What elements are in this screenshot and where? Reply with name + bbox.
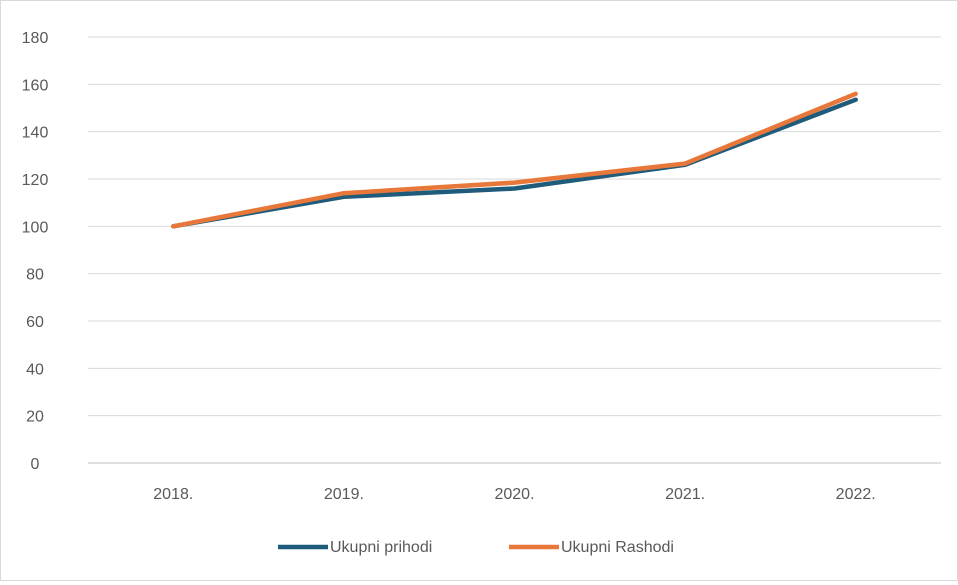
y-tick-label: 100 xyxy=(22,219,49,236)
y-tick-label: 180 xyxy=(22,30,49,47)
legend-label: Ukupni Rashodi xyxy=(561,539,674,556)
series-line-2 xyxy=(171,91,858,229)
y-tick-label: 140 xyxy=(22,125,49,142)
x-tick-label: 2020. xyxy=(494,486,534,503)
x-tick-label: 2018. xyxy=(153,486,193,503)
y-tick-label: 120 xyxy=(22,172,49,189)
series-lines xyxy=(171,91,858,229)
y-axis-tick-labels: 0 20 40 60 80 100 120 140 160 180 xyxy=(22,30,49,473)
y-tick-label: 20 xyxy=(26,409,44,426)
x-tick-label: 2021. xyxy=(665,486,705,503)
y-tick-label: 80 xyxy=(26,267,44,284)
legend: Ukupni prihodi Ukupni Rashodi xyxy=(278,539,674,556)
y-tick-label: 40 xyxy=(26,361,44,378)
y-tick-label: 0 xyxy=(31,456,40,473)
x-tick-label: 2022. xyxy=(836,486,876,503)
x-tick-label: 2019. xyxy=(324,486,364,503)
y-tick-label: 60 xyxy=(26,314,44,331)
gridlines xyxy=(88,36,941,464)
y-tick-label: 160 xyxy=(22,77,49,94)
x-axis-tick-labels: 2018. 2019. 2020. 2021. 2022. xyxy=(153,486,875,503)
series-line-1 xyxy=(171,97,858,229)
legend-label: Ukupni prihodi xyxy=(330,539,432,556)
